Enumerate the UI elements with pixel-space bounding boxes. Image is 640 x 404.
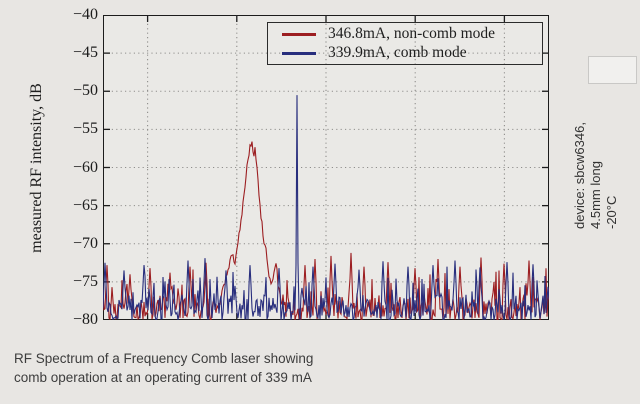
legend-entry-noncomb: 346.8mA, non-comb mode — [274, 25, 536, 43]
device-annotation-line2: 4.5mm long — [588, 161, 603, 229]
legend: 346.8mA, non-comb mode 339.9mA, comb mod… — [267, 22, 543, 65]
y-axis-tick-label: −60 — [72, 158, 98, 176]
plot-area — [103, 15, 549, 320]
y-axis-tick-label: −75 — [72, 272, 98, 290]
y-axis-label: measured RF intensity, dB — [28, 83, 45, 253]
cropped-inset-box — [588, 56, 637, 84]
caption-line2: comb operation at an operating current o… — [14, 370, 312, 385]
red-line-swatch — [282, 32, 316, 36]
device-annotation-line3: -20°C — [604, 195, 619, 229]
y-axis-tick-label: −45 — [72, 44, 98, 62]
spectrum-plot — [103, 15, 549, 320]
legend-entry-comb: 339.9mA, comb mode — [274, 44, 536, 62]
y-axis-tick-label: −70 — [72, 234, 98, 252]
device-annotation-line1: device: sbcw6346, — [572, 122, 587, 229]
legend-label-noncomb: 346.8mA, non-comb mode — [328, 25, 496, 42]
y-axis-tick-label: −80 — [72, 311, 98, 328]
y-axis-tick-label: −65 — [72, 196, 98, 214]
blue-line-swatch — [282, 51, 316, 55]
legend-label-comb: 339.9mA, comb mode — [328, 44, 467, 61]
caption-line1: RF Spectrum of a Frequency Comb laser sh… — [14, 351, 314, 366]
y-axis-tick-label: −50 — [72, 82, 98, 100]
y-axis-tick-label: −40 — [72, 6, 98, 23]
figure-caption: RF Spectrum of a Frequency Comb laser sh… — [14, 349, 434, 387]
trace-comb — [103, 95, 549, 320]
trace-non-comb — [103, 141, 549, 320]
y-axis-tick-label: −55 — [72, 120, 98, 138]
device-annotation: device: sbcw6346, 4.5mm long -20°C — [572, 111, 620, 229]
